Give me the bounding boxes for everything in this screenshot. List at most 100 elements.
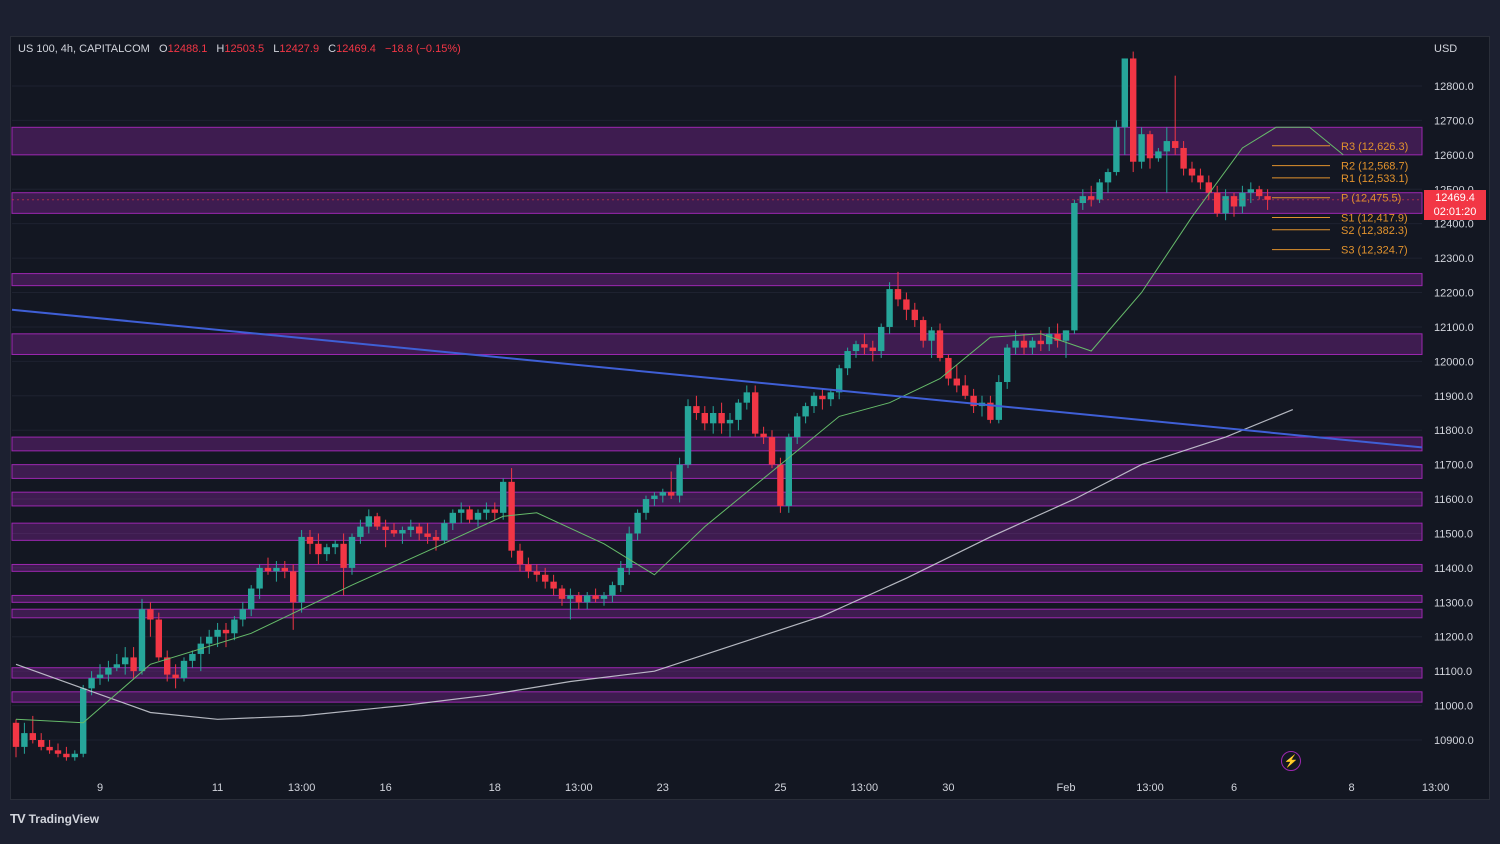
candle-body (155, 619, 162, 658)
sr-zone (11, 333, 1423, 355)
y-tick-label: 12800.0 (1434, 81, 1474, 93)
candle-body (1020, 340, 1028, 348)
candle-body (836, 368, 843, 393)
sr-zone (11, 667, 1423, 679)
candle-body (668, 492, 675, 496)
candle-body (382, 526, 389, 531)
candle-body (256, 567, 263, 589)
low-value: 12427.9 (279, 43, 320, 55)
x-tick-label: 9 (97, 782, 103, 794)
ma-fast-line (15, 126, 1344, 724)
candle-body (542, 574, 549, 582)
candle-body (810, 395, 818, 407)
candle-body (1004, 347, 1011, 383)
candle-body (348, 536, 356, 568)
candle-body (281, 567, 288, 572)
lightning-icon[interactable]: ⚡ (1281, 751, 1301, 771)
candle-body (710, 413, 717, 424)
y-tick-label: 12300.0 (1434, 253, 1474, 265)
currency-label[interactable]: USD (1434, 43, 1458, 55)
change-value: −18.8 (−0.15%) (384, 43, 461, 55)
candle-body (844, 351, 851, 369)
candle-body (390, 530, 398, 534)
candle-body (777, 464, 784, 506)
candle-body (1104, 172, 1112, 183)
candle-body (819, 395, 826, 400)
candle-body (701, 413, 708, 424)
candle-body (63, 753, 70, 758)
candle-body (575, 595, 582, 603)
candle-body (659, 492, 666, 496)
candle-body (290, 571, 297, 603)
candle-body (71, 753, 78, 758)
candle-body (1138, 134, 1145, 162)
x-tick-label: 13:00 (288, 782, 316, 794)
y-tick-label: 11500.0 (1434, 528, 1473, 540)
tradingview-logo[interactable]: TV TradingView (10, 811, 99, 826)
y-tick-label: 10900.0 (1434, 735, 1474, 747)
candle-body (894, 289, 902, 300)
trendline (11, 308, 1423, 449)
candle-body (1247, 189, 1254, 193)
candle-body (407, 526, 414, 531)
candle-body (441, 523, 448, 541)
candle-body (558, 588, 566, 599)
chart-panel[interactable] (10, 36, 1490, 800)
y-tick-label: 11600.0 (1434, 494, 1473, 506)
open-value: 12488.1 (167, 43, 208, 55)
x-tick-label: 8 (1349, 782, 1355, 794)
x-tick-label: 11 (212, 782, 223, 794)
candle-body (785, 437, 792, 506)
candle-body (206, 636, 213, 644)
x-tick-label: 18 (489, 782, 501, 794)
candle-body (768, 437, 776, 465)
candle-body (105, 667, 112, 675)
candle-body (693, 406, 700, 413)
y-tick-label: 11700.0 (1434, 460, 1473, 472)
candle-body (432, 536, 440, 541)
candle-body (147, 609, 154, 620)
y-tick-label: 11900.0 (1434, 391, 1473, 403)
candle-body (113, 664, 120, 668)
y-tick-label: 11200.0 (1434, 632, 1473, 644)
candle-body (886, 289, 893, 327)
candle-body (1096, 182, 1103, 200)
candle-body (945, 357, 952, 379)
candle-body (416, 526, 423, 534)
x-tick-label: 16 (379, 782, 391, 794)
candle-body (1214, 192, 1221, 214)
tradingview-icon: TV (10, 811, 26, 826)
sr-zone (11, 608, 1423, 619)
candle-body (861, 344, 868, 348)
close-label: C (328, 43, 337, 55)
candle-body (903, 299, 910, 310)
candle-body (508, 481, 515, 551)
pivot-label: S3 (12,324.7) (1341, 245, 1408, 257)
candle-body (306, 536, 314, 544)
y-tick-label: 12400.0 (1434, 219, 1474, 231)
sr-zone (11, 126, 1423, 156)
candle-body (12, 722, 20, 747)
candle-body (567, 595, 574, 599)
candle-body (340, 543, 347, 568)
candle-body (264, 567, 272, 572)
candle-body (88, 678, 95, 689)
x-tick-label: 25 (774, 782, 786, 794)
ma-slow-line (15, 409, 1294, 720)
candle-body (1264, 196, 1271, 200)
candle-body (1155, 151, 1162, 159)
candle-body (1188, 168, 1196, 176)
candle-body (911, 309, 918, 321)
candle-body (332, 543, 339, 548)
candle-body (592, 595, 599, 599)
x-tick-label: 13:00 (851, 782, 879, 794)
high-value: 12503.5 (224, 43, 265, 55)
candle-body (550, 581, 557, 589)
candle-body (483, 509, 490, 513)
candle-body (651, 495, 658, 500)
candle-body (222, 629, 230, 634)
sr-zone (11, 563, 1423, 572)
symbol-label[interactable]: US 100, 4h, CAPITALCOM (18, 43, 150, 55)
sr-zone (11, 522, 1423, 541)
